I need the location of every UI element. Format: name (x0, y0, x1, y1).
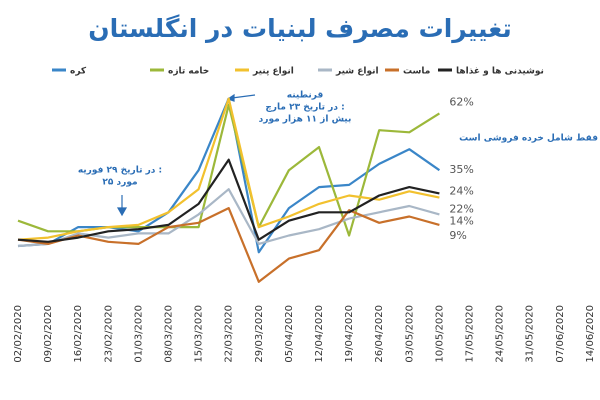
x-tick-label: 12/04/2020 (314, 305, 325, 363)
annotation: در تاریخ ۲۹ فوریه : (78, 166, 162, 176)
annotations: قرنطینه در تاریخ ۲۳ مارچ : بیش از ۱۱ هزا… (78, 91, 598, 188)
x-tick-label: 14/06/2020 (585, 305, 596, 363)
x-tick-label: 23/02/2020 (103, 305, 114, 363)
x-tick-label: 07/06/2020 (555, 305, 566, 363)
annotation: ۲۵ مورد (102, 178, 137, 188)
legend-label: کره (70, 67, 87, 77)
x-tick-label: 22/03/2020 (224, 305, 235, 363)
data-label: 14% (449, 214, 473, 227)
x-tick-label: 05/04/2020 (284, 305, 295, 363)
x-tick-label: 09/02/2020 (43, 305, 54, 363)
legend-label: نوشیدنی ها و غذاها (456, 67, 544, 77)
arrow (231, 94, 256, 99)
x-tick-label: 24/05/2020 (495, 305, 506, 363)
data-label: 62% (449, 95, 473, 108)
annotation: فقط شامل خرده فروشی است (459, 134, 598, 144)
x-tick-label: 08/03/2020 (164, 305, 175, 363)
x-tick-label: 16/02/2020 (73, 305, 84, 363)
x-tick-label: 10/05/2020 (434, 305, 445, 363)
arrow-head (116, 207, 128, 217)
data-label: 9% (449, 229, 466, 242)
legend-label: خامه تازه (168, 67, 209, 77)
x-tick-label: 03/05/2020 (404, 305, 415, 363)
annotation: قرنطینه (287, 91, 324, 101)
annotation-arrows (116, 93, 256, 217)
data-label: 22% (449, 203, 473, 216)
data-label: 24% (449, 184, 473, 197)
series-line (17, 207, 440, 283)
x-tick-label: 17/05/2020 (465, 305, 476, 363)
legend-label: انواع پنیر (252, 67, 294, 77)
series-line (17, 97, 440, 241)
x-tick-label: 02/02/2020 (13, 305, 24, 363)
x-tick-label: 01/03/2020 (133, 305, 144, 363)
legend-label: انواع شیر (335, 67, 379, 77)
x-tick-label: 31/05/2020 (525, 305, 536, 363)
x-tick-label: 19/04/2020 (344, 305, 355, 363)
annotation: بیش از ۱۱ هزار مورد (259, 115, 352, 125)
annotation: در تاریخ ۲۳ مارچ : (265, 103, 344, 113)
data-label: 35% (449, 163, 473, 176)
x-tick-label: 15/03/2020 (194, 305, 205, 363)
legend-label: ماست (403, 67, 430, 77)
chart-title: تغییرات مصرف لبنیات در انگلستان (88, 14, 511, 44)
x-tick-label: 26/04/2020 (374, 305, 385, 363)
x-tick-label: 29/03/2020 (254, 305, 265, 363)
series-line (17, 158, 440, 243)
